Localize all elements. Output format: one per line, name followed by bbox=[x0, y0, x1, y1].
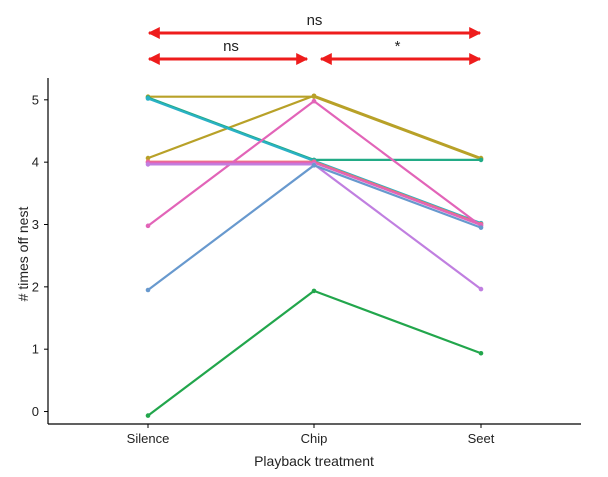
data-point bbox=[478, 350, 484, 356]
y-tick-label: 3 bbox=[32, 217, 39, 232]
series-line bbox=[146, 160, 483, 226]
data-point bbox=[145, 287, 151, 293]
data-point bbox=[311, 163, 317, 168]
y-tick-label: 5 bbox=[32, 92, 39, 107]
data-point bbox=[311, 94, 317, 99]
y-ticks: 0 1 2 3 4 5 bbox=[32, 92, 48, 419]
x-tick-label: Chip bbox=[301, 431, 328, 446]
y-axis-label: # times off nest bbox=[15, 207, 31, 302]
data-point bbox=[145, 162, 151, 167]
series-line bbox=[146, 164, 483, 292]
series-line bbox=[146, 289, 483, 417]
x-tick-label: Seet bbox=[468, 431, 495, 446]
y-tick-label: 0 bbox=[32, 404, 39, 419]
series-line bbox=[146, 163, 483, 291]
axes bbox=[47, 78, 581, 425]
x-ticks: Silence Chip Seet bbox=[127, 424, 495, 446]
y-tick-label: 1 bbox=[32, 342, 39, 357]
significance-annotations: ns ns * bbox=[147, 12, 482, 65]
data-point bbox=[145, 413, 151, 418]
series-line bbox=[146, 94, 483, 160]
y-tick-label: 4 bbox=[32, 155, 39, 170]
data-point bbox=[478, 286, 484, 292]
data-point bbox=[145, 155, 151, 161]
y-tick-label: 2 bbox=[32, 279, 39, 294]
significance-label: * bbox=[395, 38, 401, 55]
x-tick-label: Silence bbox=[127, 431, 170, 446]
data-point bbox=[311, 98, 317, 104]
data-point bbox=[145, 96, 151, 101]
data-point bbox=[311, 288, 317, 294]
significance-label: ns bbox=[307, 12, 323, 29]
series-line bbox=[146, 161, 483, 227]
data-point bbox=[145, 223, 151, 229]
x-axis-label: Playback treatment bbox=[254, 453, 374, 469]
series-layer bbox=[145, 93, 484, 418]
significance-label: ns bbox=[223, 38, 239, 55]
data-point bbox=[478, 157, 484, 163]
series-line bbox=[146, 95, 483, 161]
series-line bbox=[146, 96, 483, 162]
data-point bbox=[478, 225, 484, 230]
